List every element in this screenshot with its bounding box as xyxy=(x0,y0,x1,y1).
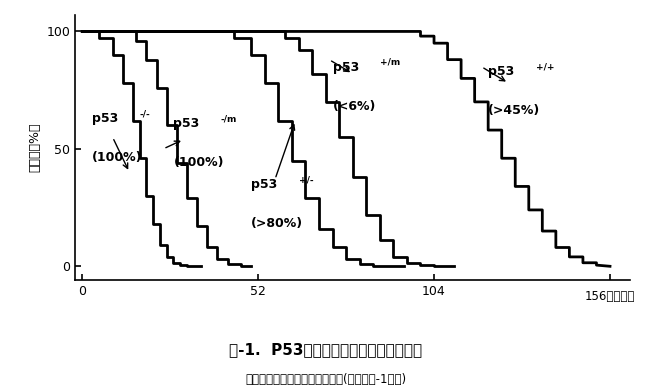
Text: p53: p53 xyxy=(488,65,514,79)
Y-axis label: 生存率（%）: 生存率（%） xyxy=(28,123,41,172)
Text: カッコ内はがん発生率を示す。(参考文献-1より): カッコ内はがん発生率を示す。(参考文献-1より) xyxy=(245,373,407,386)
Text: (100%): (100%) xyxy=(92,151,143,164)
Text: +/+: +/+ xyxy=(535,62,554,71)
Text: (>45%): (>45%) xyxy=(488,104,541,117)
Text: (100%): (100%) xyxy=(173,156,224,169)
Text: p53: p53 xyxy=(92,112,119,125)
Text: (<6%): (<6%) xyxy=(333,100,376,112)
Text: -/-: -/- xyxy=(140,109,151,118)
Text: 図-1.  P53遺伝子改変マウスの生存曲線: 図-1. P53遺伝子改変マウスの生存曲線 xyxy=(230,342,422,357)
Text: +/-: +/- xyxy=(299,175,314,184)
Text: 156（週齢）: 156（週齢） xyxy=(585,290,635,303)
Text: -/m: -/m xyxy=(221,114,237,123)
Text: p53: p53 xyxy=(333,61,359,74)
Text: (>80%): (>80%) xyxy=(251,217,303,230)
Text: p53: p53 xyxy=(173,117,200,130)
Text: p53: p53 xyxy=(251,178,278,191)
Text: +/m: +/m xyxy=(380,58,400,67)
